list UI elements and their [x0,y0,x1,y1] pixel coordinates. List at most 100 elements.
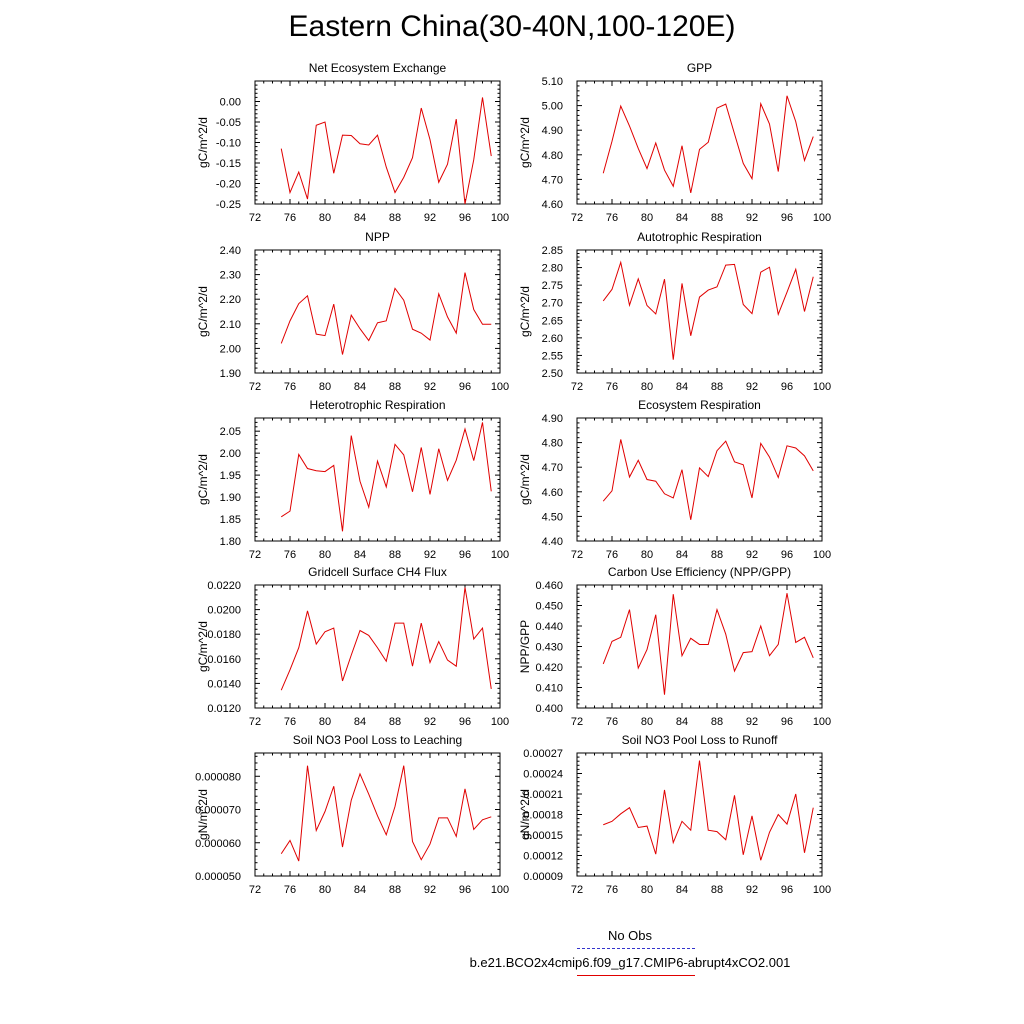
y-tick-label: 0.410 [535,683,563,695]
y-tick-label: 0.420 [535,662,563,674]
panel-title: Soil NO3 Pool Loss to Leaching [293,733,462,747]
x-tick-label: 88 [711,549,723,561]
x-tick-label: 100 [813,212,831,224]
series-line [280,97,492,205]
y-tick-label: 0.00024 [523,769,563,781]
y-tick-label: 2.10 [220,319,241,331]
x-tick-label: 96 [781,549,793,561]
y-tick-label: 2.60 [542,333,563,345]
y-tick-label: 4.50 [542,511,563,523]
x-tick-label: 76 [606,381,618,393]
x-tick-label: 92 [746,381,758,393]
y-tick-label: 4.80 [542,150,563,162]
series-line [602,260,814,360]
y-tick-label: 5.00 [542,101,563,113]
x-tick-label: 96 [459,212,471,224]
x-tick-label: 88 [711,884,723,896]
x-tick-label: 80 [641,884,653,896]
x-tick-label: 72 [249,212,261,224]
x-tick-label: 72 [571,549,583,561]
x-tick-label: 100 [813,549,831,561]
panel-2: GPP gC/m^2/d 72 76 80 84 88 92 96 100 4.60 4.70 4.80… [518,61,831,224]
y-tick-label: 2.40 [220,245,241,257]
y-tick-label: 4.70 [542,174,563,186]
y-axis-label: gC/m^2/d [196,621,210,672]
y-tick-label: -0.05 [216,117,241,129]
panel-title: Gridcell Surface CH4 Flux [308,565,447,579]
x-tick-label: 88 [389,381,401,393]
panel-10: Soil NO3 Pool Loss to Runoff gN/m^2/d 72 76… [518,733,831,896]
y-tick-label: 2.00 [220,448,241,460]
x-tick-label: 92 [746,716,758,728]
y-tick-label: 2.65 [542,315,563,327]
panel-3: NPP gC/m^2/d 72 76 80 84 88 92 96 100 1.90 2.00 2.10… [196,230,509,393]
series-line [602,439,814,520]
series-line [280,765,492,862]
panel-7: Gridcell Surface CH4 Flux gC/m^2/d 72 76 80 8… [196,565,509,728]
y-tick-label: 0.0140 [207,678,241,690]
x-tick-label: 80 [319,549,331,561]
y-tick-label: 0.00027 [523,748,563,760]
y-axis-label: gC/m^2/d [518,286,532,337]
panel-8: Carbon Use Efficiency (NPP/GPP) NPP/GPP 72… [518,565,831,728]
x-tick-label: 100 [813,381,831,393]
x-tick-label: 80 [641,549,653,561]
x-tick-label: 92 [746,884,758,896]
panel-6: Ecosystem Respiration gC/m^2/d 72 76 80 84 88 9… [518,398,831,561]
y-tick-label: 1.80 [220,536,241,548]
series-line [602,95,814,194]
y-tick-label: 2.00 [220,343,241,355]
x-tick-label: 100 [813,716,831,728]
x-tick-label: 76 [284,884,296,896]
y-tick-label: 0.450 [535,601,563,613]
x-tick-label: 76 [284,549,296,561]
y-tick-label: 0.0160 [207,654,241,666]
y-tick-label: 0.400 [535,703,563,715]
panel-title: Heterotrophic Respiration [309,398,445,412]
x-tick-label: 96 [459,884,471,896]
y-tick-label: 0.0180 [207,629,241,641]
y-tick-label: 0.00018 [523,810,563,822]
plot-frame [576,80,823,205]
x-tick-label: 84 [676,716,688,728]
x-tick-label: 84 [354,381,366,393]
x-tick-label: 100 [813,884,831,896]
y-tick-label: 0.00021 [523,789,563,801]
y-axis-label: gC/m^2/d [196,454,210,505]
x-tick-label: 72 [571,381,583,393]
y-tick-label: 0.0220 [207,580,241,592]
series-line [280,587,492,691]
y-tick-label: 0.0200 [207,605,241,617]
x-tick-label: 72 [571,884,583,896]
x-tick-label: 80 [319,884,331,896]
x-tick-label: 92 [424,884,436,896]
y-tick-label: 4.80 [542,438,563,450]
y-tick-label: 4.90 [542,125,563,137]
panel-title: Autotrophic Respiration [637,230,762,244]
y-tick-label: 2.05 [220,426,241,438]
x-tick-label: 92 [746,212,758,224]
legend-line-model [577,975,695,976]
y-tick-label: -0.15 [216,158,241,170]
x-tick-label: 92 [746,549,758,561]
panel-title: Ecosystem Respiration [638,398,761,412]
x-tick-label: 80 [319,716,331,728]
x-tick-label: 96 [781,716,793,728]
y-tick-label: -0.25 [216,199,241,211]
y-tick-label: 2.85 [542,245,563,257]
x-tick-label: 76 [284,716,296,728]
x-tick-label: 92 [424,212,436,224]
y-axis-label: NPP/GPP [518,620,532,673]
figure-title: Eastern China(30-40N,100-120E) [288,10,736,43]
plot-frame [254,249,501,374]
panel-title: GPP [687,61,712,75]
legend-label-obs: No Obs [607,928,653,943]
x-tick-label: 80 [319,212,331,224]
y-axis-label: gC/m^2/d [518,117,532,168]
y-tick-label: 2.80 [542,263,563,275]
x-tick-label: 84 [676,884,688,896]
legend-label-model: b.e21.BCO2x4cmip6.f09_g17.CMIP6-abrupt4x… [469,955,791,970]
y-tick-label: 0.00012 [523,851,563,863]
x-tick-label: 84 [354,212,366,224]
